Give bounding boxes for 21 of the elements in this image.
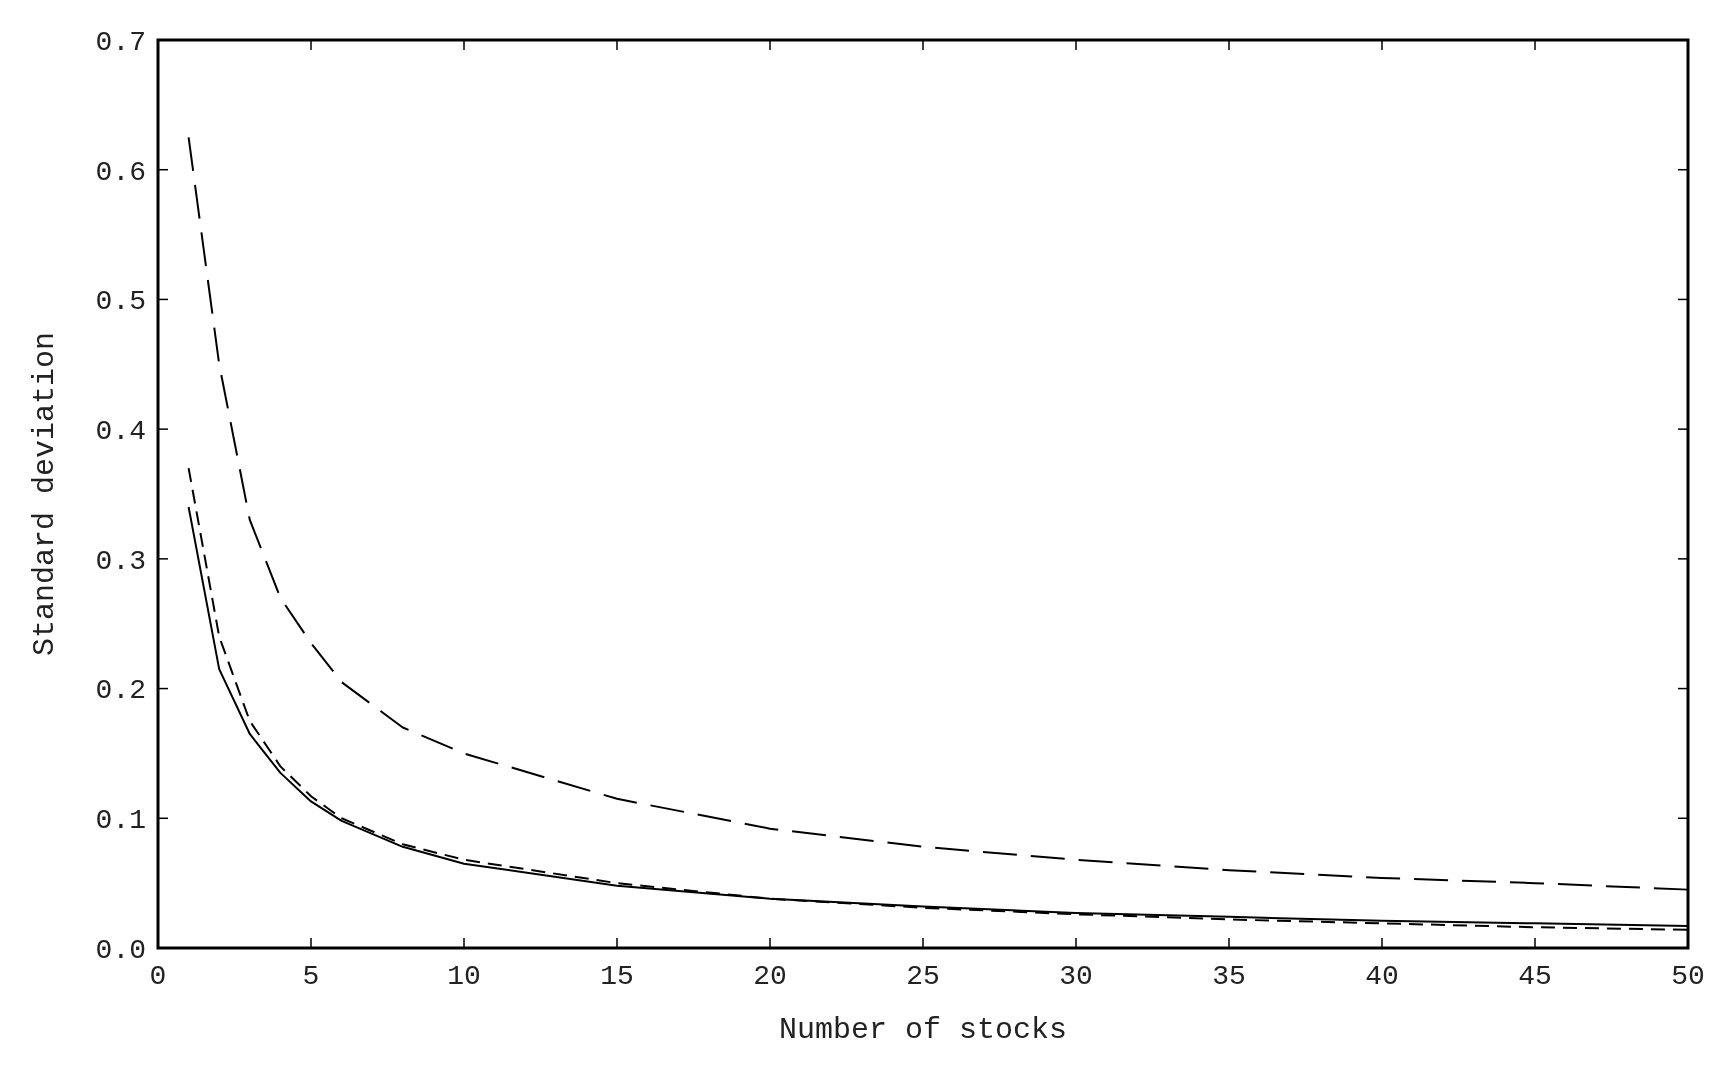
x-tick-label: 5 (302, 961, 320, 992)
y-tick-label: 0.3 (95, 545, 146, 577)
x-tick-label: 35 (1212, 961, 1246, 992)
x-tick-label: 30 (1059, 961, 1093, 992)
x-tick-label: 25 (906, 961, 940, 992)
y-tick-label: 0.1 (95, 805, 146, 837)
y-tick-label: 0.7 (95, 26, 146, 58)
x-tick-label: 40 (1365, 961, 1399, 992)
x-tick-label: 45 (1518, 961, 1552, 992)
x-tick-label: 10 (447, 961, 481, 992)
x-tick-label: 50 (1671, 961, 1705, 992)
y-tick-label: 0.6 (95, 156, 146, 188)
y-axis-title: Standard deviation (28, 331, 62, 657)
x-axis-title: Number of stocks (778, 1013, 1068, 1047)
y-tick-label: 0.5 (95, 286, 146, 318)
y-tick-label: 0.4 (95, 415, 146, 447)
y-tick-label: 0.2 (95, 675, 146, 707)
y-tick-label: 0.0 (95, 934, 146, 966)
x-tick-label: 20 (753, 961, 787, 992)
x-tick-label: 0 (149, 961, 167, 992)
x-tick-label: 15 (600, 961, 634, 992)
